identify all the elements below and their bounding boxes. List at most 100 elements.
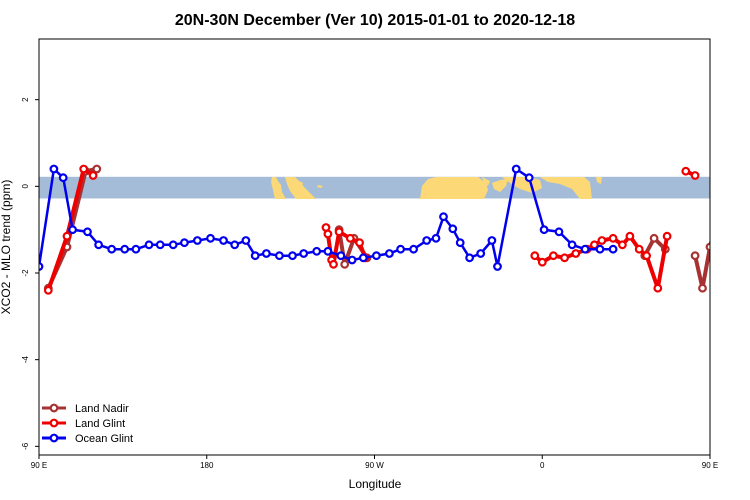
data-point-land-glint (62, 231, 72, 241)
data-point-ocean-glint (58, 173, 68, 183)
data-point-ocean-glint (120, 244, 130, 254)
data-point-ocean-glint (250, 251, 260, 261)
data-point-land-nadir (340, 259, 350, 269)
data-point-ocean-glint (288, 251, 297, 261)
data-point-ocean-glint (580, 244, 590, 254)
x-axis-label: Longitude (349, 477, 402, 491)
legend-swatch-marker (49, 433, 59, 443)
data-point-ocean-glint (107, 244, 117, 254)
map-band (39, 176, 710, 199)
data-point-ocean-glint (608, 244, 618, 254)
data-point-land-glint (549, 251, 558, 261)
data-point-ocean-glint (567, 240, 577, 250)
land-baja (271, 177, 286, 199)
data-point-ocean-glint (448, 224, 458, 234)
data-point-land-nadir (690, 251, 700, 261)
data-point-land-glint (653, 283, 663, 293)
y-tick-label: -4 (21, 356, 30, 364)
legend-entry: Land Nadir (42, 403, 129, 415)
data-point-ocean-glint (312, 246, 322, 256)
land-gulf-isle (298, 181, 303, 186)
data-point-ocean-glint (511, 164, 521, 174)
y-tick-label: 2 (21, 97, 30, 102)
data-point-ocean-glint (524, 173, 534, 183)
data-point-ocean-glint (299, 249, 309, 258)
data-point-land-nadir (92, 164, 102, 174)
data-point-ocean-glint (219, 236, 228, 245)
chart-title: 20N-30N December (Ver 10) 2015-01-01 to … (175, 12, 575, 29)
data-point-ocean-glint (262, 249, 271, 258)
legend-swatch-marker (49, 403, 59, 413)
data-point-land-nadir (725, 168, 732, 175)
data-point-ocean-glint (539, 225, 549, 235)
series-line-land-glint (46, 167, 95, 291)
data-point-ocean-glint (155, 240, 165, 250)
data-point-land-glint (618, 240, 627, 250)
x-tick-label: 90 W (365, 461, 384, 470)
data-point-land-glint (625, 231, 635, 241)
data-point-ocean-glint (493, 262, 502, 271)
data-point-ocean-glint (275, 251, 284, 261)
legend-entry: Land Glint (42, 418, 125, 430)
data-point-ocean-glint (83, 227, 92, 237)
data-point-ocean-glint (431, 233, 441, 243)
legend: Land Nadir Land Glint Ocean Glint (42, 403, 133, 445)
data-point-land-glint (88, 171, 98, 180)
data-point-land-nadir (737, 166, 744, 173)
data-point-ocean-glint (144, 240, 154, 250)
land-cuba (317, 185, 323, 188)
data-point-ocean-glint (230, 240, 240, 250)
data-point-ocean-glint (131, 244, 141, 254)
legend-entry: Ocean Glint (42, 433, 133, 445)
data-point-land-glint (642, 251, 651, 261)
series-ocean-glint (39, 164, 618, 271)
data-point-land-glint (560, 253, 569, 263)
x-tick-label: 90 E (702, 461, 718, 470)
data-point-ocean-glint (323, 246, 333, 256)
data-point-ocean-glint (336, 251, 346, 261)
land-mexico (285, 177, 316, 199)
data-point-land-glint (79, 164, 89, 174)
data-point-land-glint (681, 166, 691, 176)
data-point-land-nadir (649, 233, 659, 243)
data-point-ocean-glint (439, 212, 448, 222)
data-point-ocean-glint (94, 240, 103, 250)
series-line-land-nadir (693, 238, 710, 291)
data-point-ocean-glint (358, 253, 368, 263)
data-point-land-glint (355, 238, 365, 248)
y-axis-label: XCO2 - MLO trend (ppm) (0, 180, 13, 315)
data-point-ocean-glint (396, 244, 406, 254)
land-east-asia (596, 177, 602, 184)
data-point-ocean-glint (68, 225, 77, 235)
data-point-ocean-glint (49, 164, 59, 174)
series-land-glint (43, 164, 700, 295)
data-point-ocean-glint (422, 236, 432, 245)
data-point-land-glint (345, 233, 355, 243)
data-point-land-glint (329, 259, 338, 269)
data-point-land-glint (597, 236, 607, 245)
land-arabia-west (492, 179, 508, 192)
series-layer (39, 164, 744, 295)
data-point-ocean-glint (347, 255, 357, 265)
data-point-land-glint (608, 233, 618, 243)
legend-label: Land Glint (75, 418, 125, 430)
data-point-ocean-glint (192, 236, 202, 245)
data-point-ocean-glint (476, 249, 486, 258)
data-point-ocean-glint (372, 251, 381, 261)
data-point-ocean-glint (554, 227, 564, 237)
data-point-ocean-glint (595, 244, 605, 254)
data-point-ocean-glint (168, 240, 178, 250)
data-point-ocean-glint (465, 253, 475, 263)
data-point-land-nadir (698, 283, 707, 293)
map-ocean (39, 176, 710, 199)
x-tick-label: 90 E (31, 461, 47, 470)
data-point-land-glint (323, 229, 333, 239)
data-point-ocean-glint (206, 233, 215, 243)
x-tick-label: 0 (540, 461, 545, 470)
land-india (540, 177, 592, 199)
data-point-land-glint (634, 244, 644, 254)
data-point-ocean-glint (241, 236, 251, 245)
x-axis: 90 E 180 90 W 0 90 E (31, 455, 718, 470)
y-axis: 2 0 -2 -4 -6 (21, 97, 39, 450)
